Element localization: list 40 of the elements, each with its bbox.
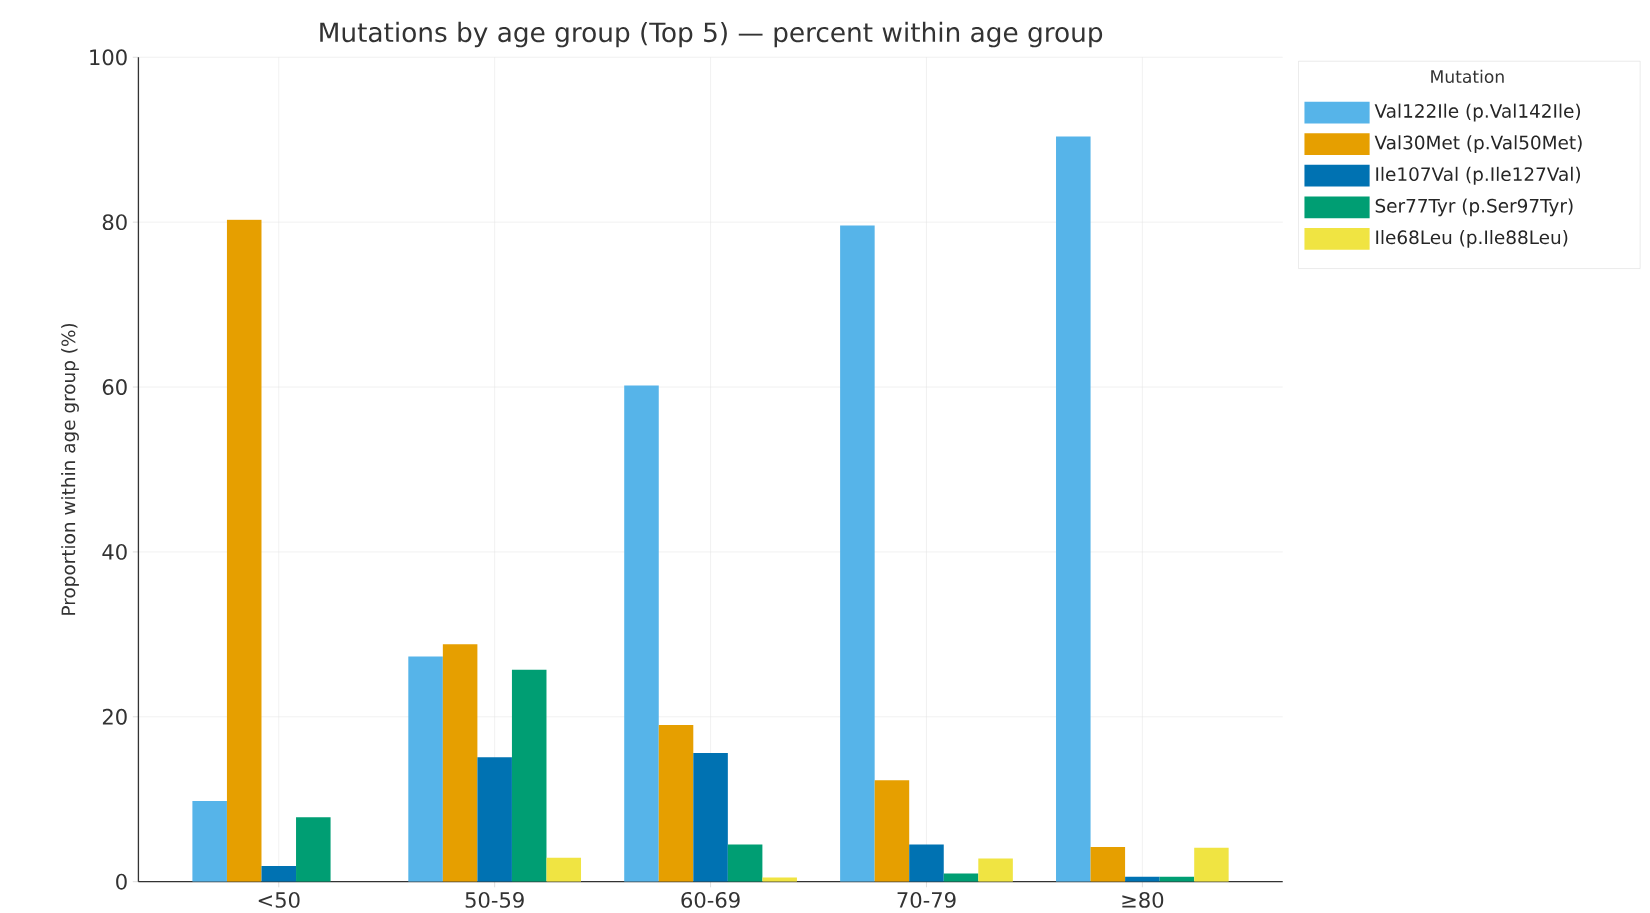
- bar: [874, 780, 910, 882]
- y-tick-label: 80: [102, 214, 127, 230]
- bar: [658, 724, 694, 882]
- bar: [840, 225, 875, 882]
- legend-label: Ser77Tyr (p.Ser97Tyr): [1375, 198, 1573, 217]
- legend-label: Ile107Val (p.Ile127Val): [1376, 166, 1581, 185]
- x-tick-label: ≥80: [1122, 891, 1164, 908]
- legend-title: Mutation: [1431, 69, 1504, 83]
- y-tick-label: 100: [90, 49, 127, 66]
- bar: [511, 669, 547, 882]
- x-tick-label: 70-79: [897, 891, 956, 908]
- x-tick-label: 60-69: [681, 891, 740, 908]
- y-tick-label: 40: [102, 543, 127, 560]
- y-tick-label: 0: [116, 873, 127, 890]
- bar: [296, 817, 331, 882]
- legend-label: Val122Ile (p.Val142Ile): [1374, 103, 1581, 122]
- bar: [1090, 846, 1126, 882]
- bar: [727, 844, 763, 882]
- legend-label: Ile68Leu (p.Ile88Leu): [1376, 229, 1568, 248]
- bar: [624, 385, 659, 882]
- x-tick-label: 50-59: [465, 891, 524, 908]
- bar: [909, 844, 944, 882]
- bar: [943, 873, 979, 882]
- y-tick-label: 60: [102, 378, 127, 395]
- bar: [693, 752, 728, 882]
- y-tick-label: 20: [102, 708, 127, 725]
- bar: [261, 865, 297, 882]
- bar: [1194, 847, 1229, 882]
- bar: [978, 858, 1013, 882]
- bar: [477, 757, 512, 882]
- chart-title: Mutations by age group (Top 5) — percent within age group: [320, 21, 1103, 48]
- x-tick-label: <50: [258, 891, 300, 908]
- bar: [408, 656, 443, 882]
- bar: [546, 857, 582, 882]
- legend-label: Val30Met (p.Val50Met): [1374, 135, 1582, 153]
- bar: [1056, 136, 1091, 882]
- y-axis-title: Proportion within age group (%): [61, 323, 79, 615]
- bar: [192, 800, 227, 882]
- bar: [442, 644, 478, 882]
- bar: [226, 219, 262, 882]
